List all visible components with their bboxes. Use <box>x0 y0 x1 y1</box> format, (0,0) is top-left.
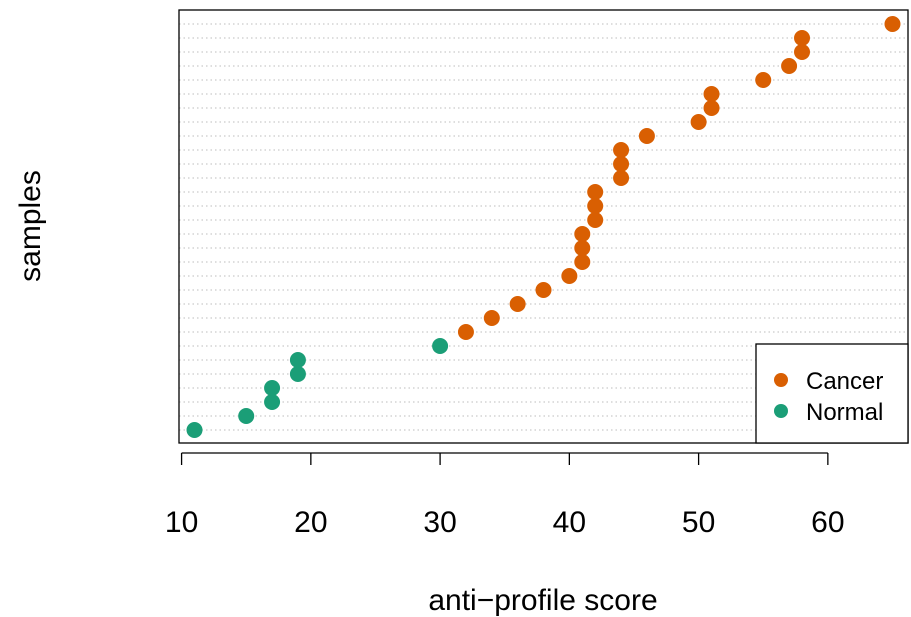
y-axis-label: samples <box>14 170 47 282</box>
x-tick-label: 30 <box>423 506 456 539</box>
point-cancer <box>690 114 707 130</box>
point-cancer <box>884 16 901 32</box>
point-cancer <box>574 254 591 270</box>
legend-swatch-normal <box>774 404 788 418</box>
point-normal <box>264 394 281 410</box>
legend-label-cancer: Cancer <box>806 368 883 395</box>
point-cancer <box>587 198 604 214</box>
point-cancer <box>703 86 720 102</box>
point-cancer <box>703 100 720 116</box>
plot-frame <box>178 9 909 444</box>
point-cancer <box>613 156 630 172</box>
x-tick-label: 60 <box>811 506 844 539</box>
legend-box <box>755 343 909 444</box>
point-cancer <box>574 240 591 256</box>
legend: Cancer Normal <box>755 343 909 444</box>
point-cancer <box>781 58 798 74</box>
point-cancer <box>587 212 604 228</box>
point-cancer <box>457 324 474 340</box>
point-cancer <box>638 128 655 144</box>
point-cancer <box>613 142 630 158</box>
x-tick-label: 10 <box>165 506 198 539</box>
legend-swatch-cancer <box>774 373 788 387</box>
point-cancer <box>509 296 526 312</box>
point-cancer <box>755 72 772 88</box>
point-cancer <box>535 282 552 298</box>
point-normal <box>432 338 449 354</box>
x-tick-label: 40 <box>553 506 586 539</box>
x-axis: 10 20 30 40 50 60 <box>165 452 845 539</box>
point-cancer <box>561 268 578 284</box>
point-normal <box>264 380 281 396</box>
legend-label-normal: Normal <box>806 399 883 426</box>
point-cancer <box>587 184 604 200</box>
x-tick-label: 50 <box>682 506 715 539</box>
point-normal <box>289 366 306 382</box>
point-cancer <box>574 226 591 242</box>
point-normal <box>289 352 306 368</box>
point-cancer <box>794 44 811 60</box>
point-normal <box>186 422 203 438</box>
x-axis-label: anti−profile score <box>428 584 657 617</box>
point-cancer <box>483 310 500 326</box>
point-normal <box>238 408 255 424</box>
point-cancer <box>613 170 630 186</box>
x-tick-label: 20 <box>294 506 327 539</box>
data-points <box>186 16 901 438</box>
point-cancer <box>794 30 811 46</box>
